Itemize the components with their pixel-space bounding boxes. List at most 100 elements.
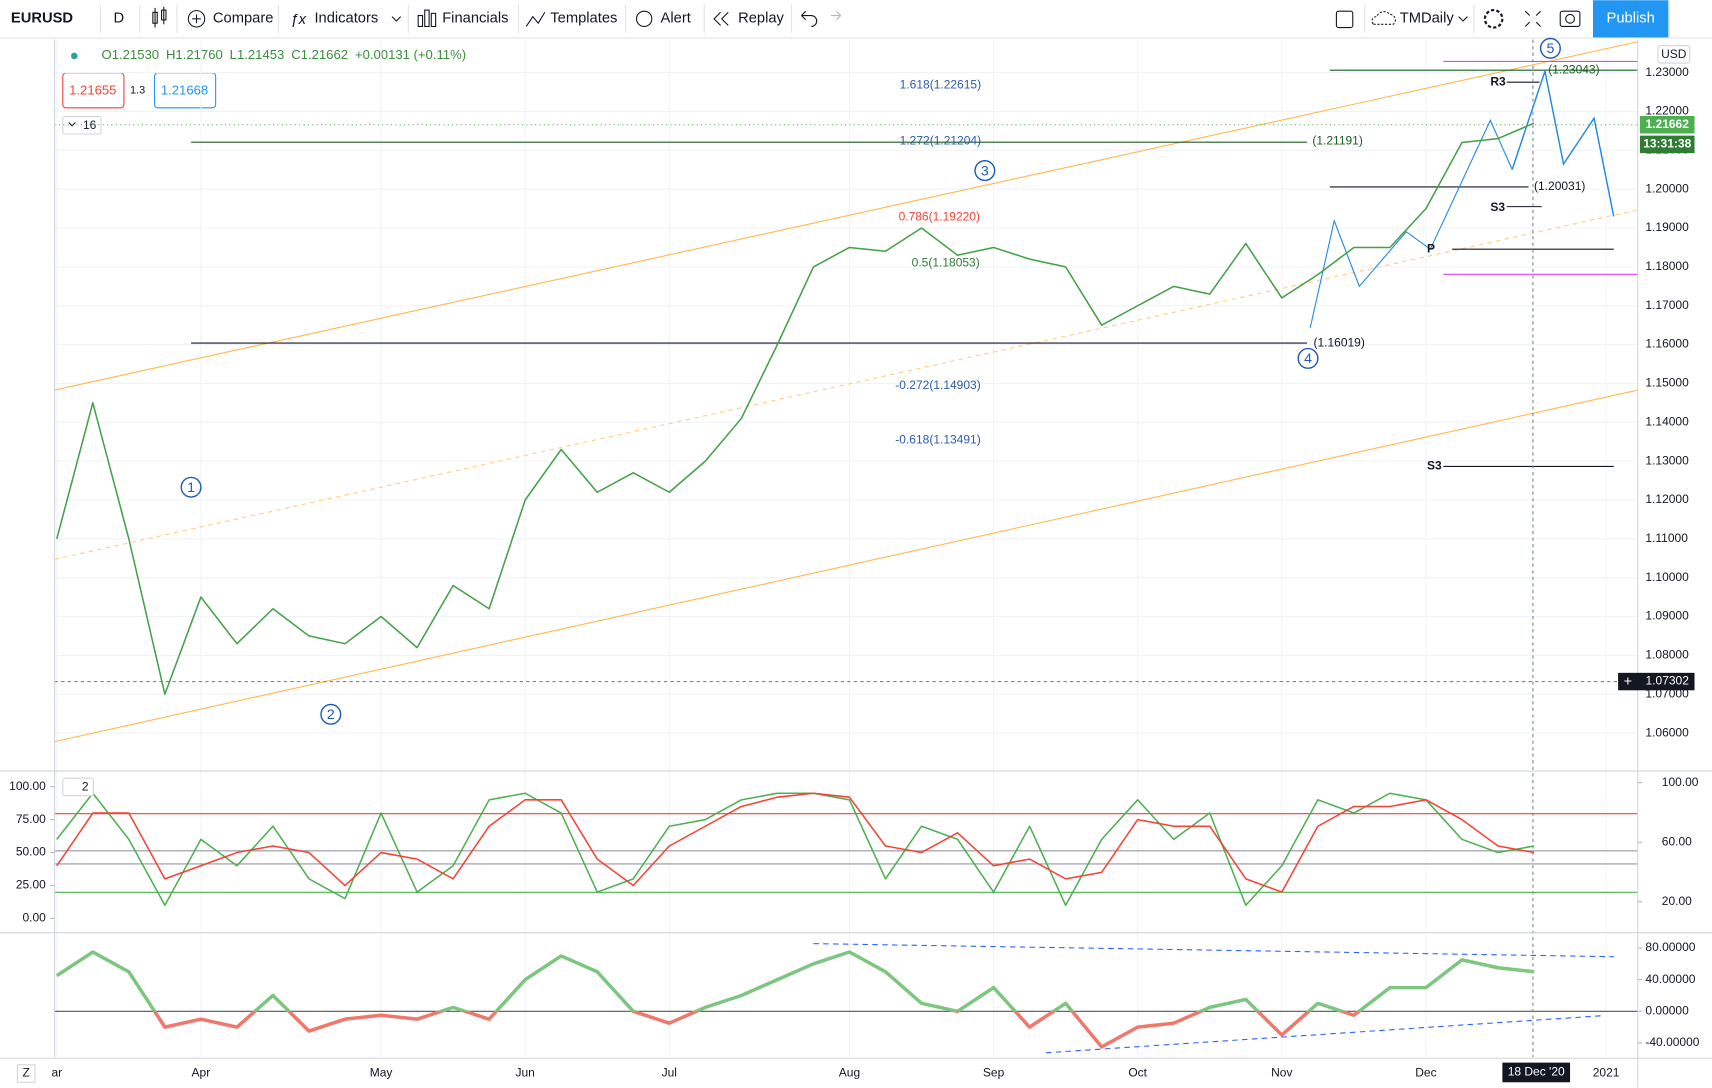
series [55, 122, 1535, 1049]
x-tick-label: Oct [1128, 1066, 1147, 1080]
zoom-button[interactable] [16, 1064, 36, 1083]
y2-tick-label: 60.00 [1662, 834, 1692, 848]
fullscreen-button[interactable] [1524, 10, 1541, 27]
market-status [70, 52, 78, 60]
channel-line [54, 389, 1638, 743]
wave-marker [180, 476, 202, 498]
publish-button[interactable] [1592, 0, 1669, 38]
drawings [54, 39, 1638, 1058]
wave-label: 1 [187, 480, 195, 496]
y-tick-label: 1.11000 [1645, 531, 1688, 545]
financials-button[interactable]: Financials [442, 11, 508, 27]
wave-count [1309, 119, 1513, 328]
currency-box [1657, 45, 1691, 64]
x-tick-label: Dec [1415, 1066, 1436, 1080]
y-tick-label: 1.17000 [1645, 298, 1689, 312]
dropdown-icon[interactable] [391, 16, 402, 22]
templates-button[interactable]: Templates [550, 11, 617, 27]
crosshair-price: 1.07302 [1646, 674, 1690, 688]
undo-button[interactable] [801, 10, 818, 28]
y-tick-label: 1.06000 [1645, 725, 1689, 739]
oscillator-toggle [62, 777, 94, 797]
indicators-icon: ƒx [290, 12, 306, 28]
currency: USD [1661, 47, 1687, 61]
countdown: 13:31:38 [1643, 137, 1691, 151]
crosshair-plus: + [1624, 673, 1632, 689]
x-tick-label: Sep [983, 1066, 1005, 1080]
y-tick-label: 40.00000 [1645, 972, 1695, 986]
compare-icon [187, 10, 206, 28]
wave-marker [1297, 347, 1319, 369]
chevron-icon [68, 122, 76, 127]
x-tick-label: Aug [839, 1066, 860, 1080]
layout-name[interactable]: TMDaily [1400, 11, 1455, 27]
annotation: S3 [1427, 459, 1442, 473]
toolbar: EURUSD D Compare ƒx Indicators Financial… [0, 0, 1712, 39]
alert-button[interactable]: Alert [661, 11, 691, 27]
settings-button[interactable] [1483, 8, 1504, 29]
buy-price[interactable]: 1.21668 [161, 82, 208, 97]
symbol[interactable]: EURUSD [11, 11, 74, 27]
y-tick-label: 1.23000 [1645, 65, 1689, 79]
sell-price[interactable]: 1.21655 [69, 82, 116, 97]
y-tick-label: 100.00 [9, 779, 46, 793]
y-tick-label: 1.22000 [1645, 104, 1689, 118]
financials-icon [417, 9, 437, 28]
chart-style-icon[interactable] [152, 6, 167, 28]
crosshair-date-badge [1502, 1062, 1571, 1083]
spread: 1.3 [130, 85, 145, 97]
y-tick-label: 1.16000 [1645, 337, 1689, 351]
redo-button[interactable] [830, 10, 842, 21]
y2-tick-label: 20.00 [1662, 894, 1692, 908]
annotation: (1.21191) [1312, 133, 1362, 147]
wave-marker [974, 160, 996, 182]
series-line [56, 792, 1535, 907]
x-tick-label: ar [51, 1066, 62, 1080]
wave-marker [320, 703, 342, 725]
ohlc-legend: O1.21530 H1.21760 L1.21453 C1.21662 +0.0… [102, 47, 467, 62]
crosshair-badge [1618, 672, 1695, 691]
wave-label: 3 [981, 163, 989, 179]
annotation: -0.618(1.13491) [895, 432, 980, 446]
y-tick-label: 1.09000 [1645, 609, 1689, 623]
annotation: 0.786(1.19220) [899, 210, 980, 224]
compare-button[interactable]: Compare [213, 11, 274, 27]
dropdown-icon[interactable] [1458, 16, 1468, 22]
annotation: 1.618(1.22615) [900, 78, 981, 92]
high-value: H1.21760 [166, 47, 223, 62]
y-tick-label: 1.15000 [1645, 376, 1689, 390]
series-line [55, 950, 1535, 1049]
y-tick-label: 1.20000 [1645, 181, 1689, 195]
zoom-label[interactable]: Z [23, 1066, 30, 1080]
low-value: L1.21453 [230, 47, 285, 62]
wave-label: 4 [1304, 351, 1312, 367]
series-line [56, 792, 1535, 893]
channel-line [54, 41, 1638, 391]
replay-button[interactable]: Replay [738, 11, 784, 27]
y-tick-label: 0.00000 [1645, 1003, 1689, 1017]
publish-label[interactable]: Publish [1607, 11, 1655, 27]
last-price: 1.21662 [1646, 117, 1690, 131]
y-tick-label: 0.00 [22, 911, 46, 925]
close-value: C1.21662 [291, 47, 348, 62]
y-tick-label: 80.00000 [1645, 940, 1695, 954]
axes: ar Apr May Jun Jul Aug Sep Oct Nov Dec 2021 1.06000… [0, 37, 1712, 1088]
y-tick-label: 1.14000 [1645, 414, 1689, 428]
indicators-button[interactable]: Indicators [314, 11, 378, 27]
x-tick-label: Nov [1271, 1066, 1292, 1080]
fullscreen-toggle[interactable] [1335, 10, 1354, 29]
y-tick-label: 1.18000 [1645, 259, 1689, 273]
interval[interactable]: D [114, 11, 125, 27]
wave-marker [1539, 37, 1561, 59]
y-tick-label: 75.00 [16, 812, 46, 826]
wave-label: 2 [327, 707, 335, 723]
projection [1511, 68, 1615, 217]
snapshot-button[interactable] [1559, 10, 1581, 28]
wave-label: 5 [1546, 41, 1554, 57]
replay-icon [713, 11, 729, 26]
annotation: (1.16019) [1313, 335, 1364, 349]
y-tick-label: 1.12000 [1645, 492, 1689, 506]
x-tick-label: Apr [192, 1066, 211, 1080]
